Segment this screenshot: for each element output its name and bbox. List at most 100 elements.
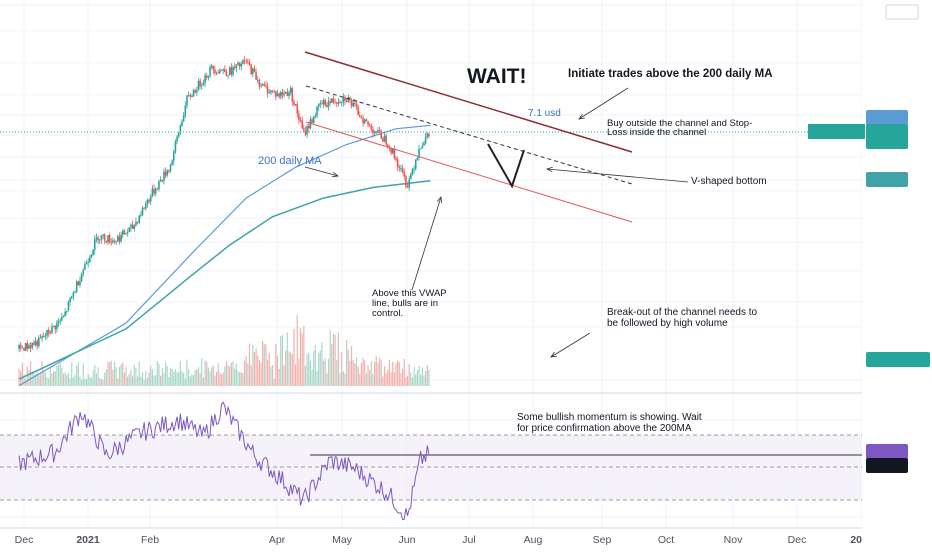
candle-body [232, 67, 234, 75]
candle-body [222, 69, 224, 71]
volume-bar [327, 358, 330, 386]
volume-bar [278, 368, 280, 386]
volume-bar [108, 361, 111, 386]
volume-bar [64, 372, 66, 386]
candle-body [275, 91, 277, 97]
annotation-momentum-line2: for price confirmation above the 200MA [517, 423, 692, 434]
rsi-line [18, 401, 430, 521]
candle-body [378, 130, 381, 132]
candle-body [118, 236, 121, 242]
indicator-lines-layer [0, 124, 862, 521]
volume-bar [281, 334, 284, 386]
volume-bar [181, 371, 183, 386]
volume-bar [130, 369, 132, 386]
volume-bar [107, 362, 109, 386]
annotation-momentum-line1: Some bullish momentum is showing. Wait [517, 412, 702, 423]
volume-bar [372, 374, 374, 386]
candle-body [121, 230, 124, 235]
volume-bar [341, 352, 343, 386]
ma200-line [18, 124, 431, 387]
candle-body [337, 101, 340, 104]
candle-body [164, 171, 167, 176]
volume-bar [326, 373, 328, 386]
candle-body [84, 264, 86, 270]
volume-bar [393, 372, 395, 386]
volume-bar [136, 376, 139, 386]
arrow-initiate-head [578, 113, 585, 120]
volume-bar [344, 373, 346, 386]
volume-bar [359, 373, 361, 386]
currency-badge [885, 4, 919, 20]
candle-body [342, 96, 345, 103]
volume-bar [421, 367, 423, 386]
volume-bar [197, 367, 200, 386]
candle-body [237, 62, 239, 65]
candle-body [207, 75, 210, 78]
annotation-wait: WAIT! [467, 65, 526, 88]
volume-bar [176, 372, 178, 386]
candle-body [390, 147, 392, 154]
volume-bar [370, 361, 372, 386]
candle-body [258, 79, 261, 87]
candle-body [363, 119, 366, 124]
candle-body [400, 168, 402, 169]
volume-bar [339, 372, 341, 386]
volume-bar [26, 366, 28, 386]
candle-body [19, 345, 22, 348]
candle-body [238, 62, 241, 67]
candle-body [385, 135, 387, 145]
annotation-vwap-line1: Above this VWAP [372, 288, 447, 299]
candle-body [200, 85, 203, 87]
volume-bar [225, 361, 228, 386]
volume-bar [418, 365, 420, 386]
candle-body [105, 240, 108, 243]
volume-bar [362, 357, 364, 386]
candle-body [306, 125, 308, 135]
volume-bar [355, 357, 358, 386]
volume-bar [166, 365, 168, 386]
candle-body [316, 106, 318, 116]
volume-bar [314, 344, 316, 386]
candle-body [314, 115, 317, 117]
volume-bar [153, 375, 155, 386]
symbol-badge [808, 124, 865, 139]
volume-bar [395, 363, 397, 386]
candle-body [123, 230, 126, 235]
volume-layer [18, 314, 430, 386]
volume-bar [227, 365, 229, 386]
volume-bar [240, 372, 242, 386]
candle-body [141, 207, 144, 216]
candle-body [102, 234, 104, 236]
candle-body [85, 262, 88, 265]
volume-bar [304, 365, 307, 386]
candle-body [331, 98, 333, 103]
candle-body [120, 234, 122, 242]
candle-body [224, 69, 226, 73]
volume-bar [110, 360, 112, 386]
volume-bar [141, 371, 144, 386]
candle-body [107, 235, 109, 243]
candle-body [24, 343, 27, 351]
candle-body [115, 241, 117, 242]
volume-bar [347, 349, 349, 386]
volume-bar [41, 361, 43, 386]
volume-bar [321, 342, 323, 386]
time-axis-label: Jun [399, 534, 416, 546]
candle-body [255, 71, 257, 80]
volume-bar [82, 363, 84, 386]
volume-bar [202, 377, 205, 386]
candle-body [140, 215, 142, 216]
candle-body [339, 101, 341, 103]
volume-bar [283, 365, 285, 386]
candle-body [93, 239, 96, 250]
volume-bar [102, 379, 104, 386]
rsi-background-layer [0, 434, 862, 501]
volume-bar [188, 369, 190, 386]
volume-bar [151, 369, 153, 386]
candle-body [365, 119, 368, 122]
candle-body [355, 104, 358, 107]
candle-body [153, 188, 155, 194]
volume-bar [285, 350, 287, 386]
arrow-vwap-head [436, 196, 442, 204]
